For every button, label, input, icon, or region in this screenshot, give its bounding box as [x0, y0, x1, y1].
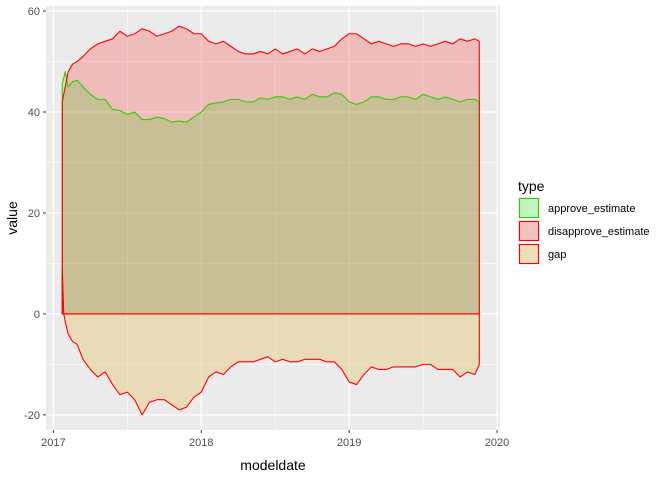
legend-key-gap [518, 243, 540, 265]
x-tick-label: 2018 [189, 437, 213, 449]
legend-key-disapprove_estimate [518, 220, 540, 242]
legend-label: disapprove_estimate [548, 226, 650, 238]
y-tick-label: 20 [28, 208, 40, 220]
x-tick-label: 2020 [485, 437, 509, 449]
x-tick-label: 2019 [337, 437, 361, 449]
series-areas [62, 26, 480, 415]
legend-title: type [518, 178, 545, 194]
y-tick-label: 0 [34, 309, 40, 321]
legend-key-bg [518, 220, 540, 242]
legend-label: gap [548, 249, 566, 261]
line-disapprove_estimate [61, 25, 480, 315]
series-lines [61, 25, 480, 416]
legend-key-approve_estimate [518, 197, 540, 219]
y-tick-label: 60 [28, 6, 40, 18]
y-tick-label: 40 [28, 107, 40, 119]
legend-key-bg [518, 243, 540, 265]
legend-label: approve_estimate [548, 203, 635, 215]
y-axis-title: value [4, 201, 20, 235]
y-tick-label: -20 [24, 410, 40, 422]
line-gap [61, 267, 480, 416]
legend: type approve_estimate disapprove_estimate… [518, 178, 650, 265]
x-tick-label: 2017 [41, 437, 65, 449]
x-axis: 2017 2018 2019 2020 [41, 430, 509, 449]
area-disapprove_estimate [62, 26, 480, 314]
y-axis: -20 0 20 40 60 [24, 6, 46, 422]
legend-key-bg [518, 197, 540, 219]
area-gap [62, 268, 480, 415]
area-approve_estimate [62, 71, 480, 314]
line-approve_estimate [61, 71, 480, 315]
x-axis-title: modeldate [240, 457, 306, 473]
plot-panel [46, 6, 500, 430]
